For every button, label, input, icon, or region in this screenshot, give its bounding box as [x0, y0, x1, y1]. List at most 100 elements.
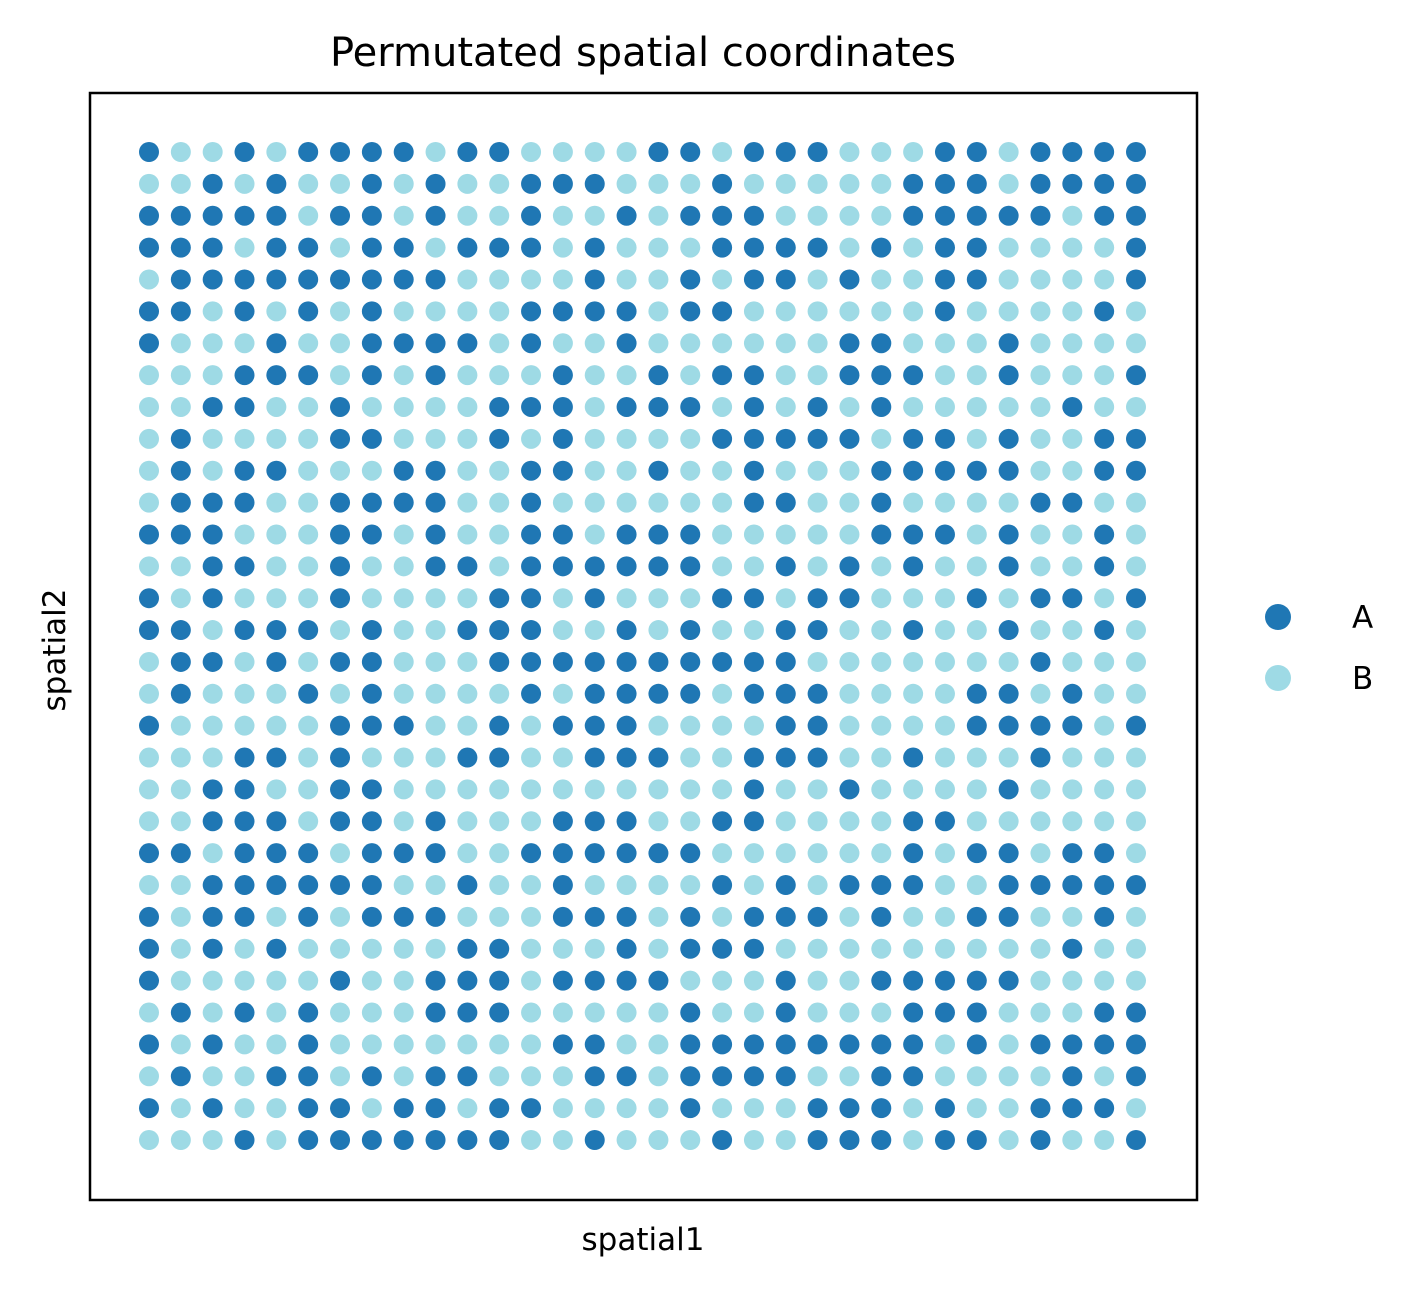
scatter-point-a	[266, 333, 287, 354]
scatter-point-b	[998, 747, 1019, 768]
x-axis-label: spatial1	[582, 1222, 705, 1258]
scatter-point-a	[552, 1034, 573, 1055]
scatter-point-a	[489, 651, 510, 672]
scatter-point-a	[202, 811, 223, 832]
scatter-point-a	[775, 556, 796, 577]
scatter-point-a	[903, 1002, 924, 1023]
scatter-point-b	[839, 620, 860, 641]
scatter-point-b	[712, 492, 733, 513]
scatter-point-a	[775, 620, 796, 641]
scatter-point-a	[998, 333, 1019, 354]
scatter-point-a	[584, 970, 605, 991]
scatter-point-b	[966, 747, 987, 768]
scatter-point-a	[457, 875, 478, 896]
scatter-point-a	[170, 651, 191, 672]
scatter-point-a	[552, 556, 573, 577]
scatter-point-a	[489, 396, 510, 417]
scatter-point-b	[775, 365, 796, 386]
scatter-point-b	[298, 492, 319, 513]
scatter-point-a	[1126, 1002, 1146, 1023]
scatter-point-a	[1126, 205, 1146, 226]
scatter-point-a	[966, 906, 987, 927]
scatter-point-a	[903, 1034, 924, 1055]
scatter-point-b	[139, 396, 159, 417]
scatter-point-b	[1030, 365, 1051, 386]
scatter-point-b	[712, 1002, 733, 1023]
scatter-point-b	[966, 938, 987, 959]
scatter-point-a	[425, 811, 446, 832]
scatter-point-b	[1030, 779, 1051, 800]
scatter-point-b	[871, 683, 892, 704]
scatter-point-b	[807, 365, 828, 386]
scatter-point-b	[616, 1034, 637, 1055]
scatter-point-a	[298, 843, 319, 864]
scatter-point-a	[361, 683, 382, 704]
scatter-point-b	[202, 715, 223, 736]
scatter-point-b	[234, 333, 255, 354]
scatter-point-a	[393, 142, 414, 162]
scatter-point-b	[1062, 460, 1083, 481]
scatter-point-b	[616, 1002, 637, 1023]
scatter-point-b	[361, 1034, 382, 1055]
scatter-point-b	[743, 1130, 764, 1150]
scatter-point-a	[680, 524, 701, 545]
scatter-point-a	[616, 747, 637, 768]
scatter-point-b	[330, 906, 351, 927]
scatter-point-a	[871, 460, 892, 481]
scatter-point-b	[425, 1034, 446, 1055]
scatter-point-b	[743, 970, 764, 991]
scatter-point-a	[680, 938, 701, 959]
scatter-point-b	[648, 173, 669, 194]
scatter-point-a	[584, 301, 605, 322]
scatter-point-a	[903, 173, 924, 194]
scatter-point-b	[1126, 906, 1146, 927]
scatter-point-a	[234, 747, 255, 768]
scatter-point-b	[457, 205, 478, 226]
scatter-point-a	[139, 524, 159, 545]
scatter-point-b	[489, 460, 510, 481]
scatter-point-b	[425, 428, 446, 449]
scatter-point-b	[1126, 1098, 1146, 1119]
scatter-point-a	[743, 269, 764, 290]
scatter-point-b	[521, 970, 542, 991]
scatter-point-a	[139, 715, 159, 736]
scatter-point-b	[775, 460, 796, 481]
scatter-point-a	[743, 588, 764, 609]
scatter-point-a	[743, 811, 764, 832]
scatter-point-b	[839, 747, 860, 768]
scatter-point-a	[712, 301, 733, 322]
scatter-point-a	[361, 365, 382, 386]
scatter-point-b	[489, 906, 510, 927]
scatter-point-a	[1030, 205, 1051, 226]
scatter-point-b	[934, 333, 955, 354]
scatter-point-b	[616, 237, 637, 258]
scatter-point-a	[1030, 588, 1051, 609]
scatter-point-b	[393, 651, 414, 672]
scatter-point-b	[966, 524, 987, 545]
scatter-point-b	[680, 811, 701, 832]
scatter-point-a	[1030, 1034, 1051, 1055]
scatter-point-a	[234, 301, 255, 322]
scatter-point-a	[202, 524, 223, 545]
scatter-point-b	[807, 269, 828, 290]
scatter-point-b	[393, 524, 414, 545]
scatter-point-b	[457, 906, 478, 927]
scatter-point-b	[807, 301, 828, 322]
scatter-point-a	[393, 1098, 414, 1119]
scatter-point-b	[680, 875, 701, 896]
scatter-point-b	[966, 333, 987, 354]
scatter-point-b	[139, 365, 159, 386]
scatter-point-b	[871, 715, 892, 736]
scatter-point-a	[330, 970, 351, 991]
scatter-point-b	[1030, 970, 1051, 991]
scatter-point-a	[202, 1098, 223, 1119]
scatter-point-b	[903, 683, 924, 704]
scatter-point-a	[202, 1034, 223, 1055]
scatter-point-b	[648, 779, 669, 800]
scatter-point-b	[266, 142, 287, 162]
scatter-point-a	[871, 970, 892, 991]
scatter-point-b	[1094, 811, 1115, 832]
scatter-point-b	[170, 747, 191, 768]
scatter-point-b	[616, 365, 637, 386]
scatter-point-b	[202, 843, 223, 864]
